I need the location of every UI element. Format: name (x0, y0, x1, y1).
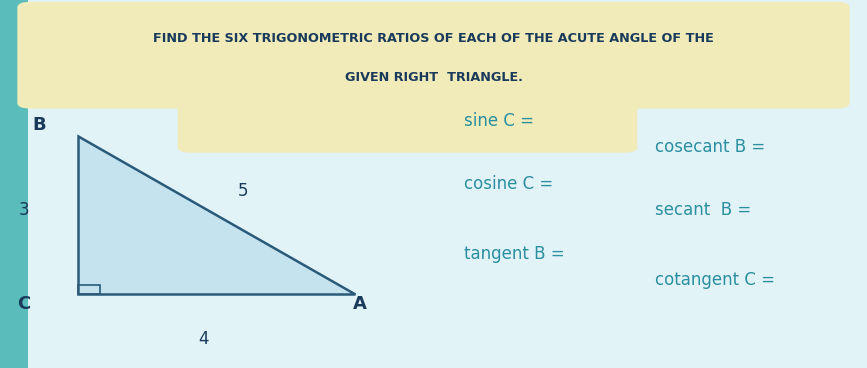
Bar (78, 285, 100, 294)
Text: tangent B =: tangent B = (464, 245, 564, 263)
Text: cotangent C =: cotangent C = (655, 271, 774, 289)
Bar (0, 0, 28, 368)
Text: 4: 4 (199, 330, 209, 347)
Text: cosine C =: cosine C = (464, 175, 553, 193)
Text: FIND THE SIX TRIGONOMETRIC RATIOS OF EACH OF THE ACUTE ANGLE OF THE: FIND THE SIX TRIGONOMETRIC RATIOS OF EAC… (153, 32, 714, 45)
Text: secant  B =: secant B = (655, 201, 751, 219)
Text: sine C =: sine C = (464, 113, 534, 130)
FancyBboxPatch shape (17, 2, 850, 109)
Text: C: C (16, 295, 30, 312)
Polygon shape (78, 136, 355, 294)
Text: 3: 3 (19, 201, 29, 219)
Text: GIVEN RIGHT  TRIANGLE.: GIVEN RIGHT TRIANGLE. (344, 71, 523, 84)
Text: cosecant B =: cosecant B = (655, 138, 765, 156)
Text: 5: 5 (238, 183, 248, 200)
Text: A: A (353, 295, 367, 312)
FancyBboxPatch shape (178, 75, 637, 153)
Text: B: B (32, 116, 46, 134)
